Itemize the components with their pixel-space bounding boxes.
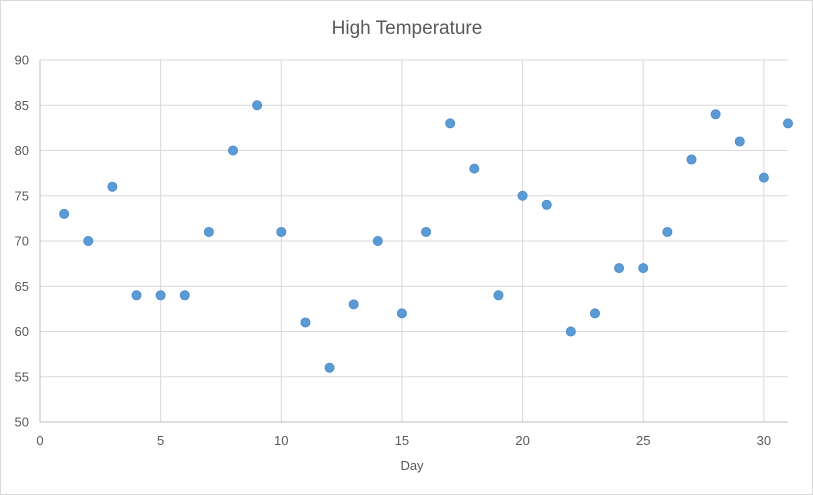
data-point	[517, 190, 528, 201]
data-point	[614, 263, 625, 274]
data-point	[107, 181, 118, 192]
data-point	[565, 326, 576, 337]
x-tick-label: 15	[395, 433, 409, 448]
y-tick-label: 70	[15, 234, 29, 249]
data-point	[179, 290, 190, 301]
y-tick-label: 90	[15, 53, 29, 68]
data-point	[83, 235, 94, 246]
y-tick-label: 55	[15, 369, 29, 384]
y-tick-label: 50	[15, 415, 29, 430]
data-point	[348, 299, 359, 310]
data-point	[758, 172, 769, 183]
x-axis-label: Day	[400, 458, 424, 473]
y-tick-label: 65	[15, 279, 29, 294]
data-point	[686, 154, 697, 165]
data-point	[469, 163, 480, 174]
data-point	[541, 199, 552, 210]
data-point	[662, 226, 673, 237]
axes	[39, 60, 788, 423]
data-point	[252, 100, 263, 111]
y-tick-label: 85	[15, 98, 29, 113]
data-point	[300, 317, 311, 328]
x-tick-label: 5	[157, 433, 164, 448]
data-point	[589, 308, 600, 319]
data-point	[372, 235, 383, 246]
data-point	[421, 226, 432, 237]
data-point	[638, 263, 649, 274]
data-point	[493, 290, 504, 301]
chart-title: High Temperature	[332, 18, 483, 39]
data-point	[710, 109, 721, 120]
data-point	[155, 290, 166, 301]
x-tick-label: 0	[36, 433, 43, 448]
x-tick-label: 30	[757, 433, 771, 448]
data-points	[59, 100, 794, 373]
data-point	[396, 308, 407, 319]
data-point	[734, 136, 745, 147]
x-tick-label: 20	[515, 433, 529, 448]
data-point	[131, 290, 142, 301]
data-point	[276, 226, 287, 237]
data-point	[59, 208, 70, 219]
y-tick-label: 80	[15, 143, 29, 158]
y-tick-label: 75	[15, 188, 29, 203]
data-point	[203, 226, 214, 237]
tick-labels: 50 55 60 65 70 75 80 85 90 0 5 10 15 20 25 30	[15, 53, 772, 449]
x-tick-label: 25	[636, 433, 650, 448]
x-tick-label: 10	[274, 433, 288, 448]
data-point	[445, 118, 456, 129]
gridlines	[40, 59, 788, 422]
data-point	[228, 145, 239, 156]
data-point	[324, 362, 335, 373]
y-tick-label: 60	[15, 324, 29, 339]
data-point	[783, 118, 794, 129]
